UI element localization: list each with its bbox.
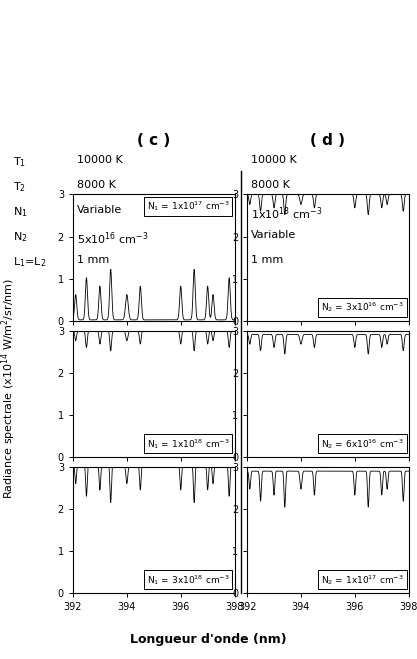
Text: N$_1$: N$_1$ [13, 205, 27, 219]
Text: 1 mm: 1 mm [77, 255, 109, 265]
Text: 1x10$^{18}$ cm$^{-3}$: 1x10$^{18}$ cm$^{-3}$ [251, 205, 323, 221]
Text: 1 mm: 1 mm [251, 255, 284, 265]
Text: ( c ): ( c ) [137, 133, 171, 148]
Text: N$_2$: N$_2$ [13, 230, 27, 244]
Text: ( d ): ( d ) [310, 133, 345, 148]
Text: Variable: Variable [77, 205, 123, 215]
Text: N$_2$ = 6x10$^{16}$ cm$^{-3}$: N$_2$ = 6x10$^{16}$ cm$^{-3}$ [321, 437, 404, 451]
Text: T$_1$: T$_1$ [13, 155, 25, 169]
Text: L$_1$=L$_2$: L$_1$=L$_2$ [13, 255, 46, 269]
Text: Longueur d'onde (nm): Longueur d'onde (nm) [130, 633, 287, 646]
Text: N$_2$ = 1x10$^{17}$ cm$^{-3}$: N$_2$ = 1x10$^{17}$ cm$^{-3}$ [321, 573, 404, 587]
Text: N$_1$ = 1x10$^{18}$ cm$^{-3}$: N$_1$ = 1x10$^{18}$ cm$^{-3}$ [147, 437, 230, 451]
Text: N$_1$ = 1x10$^{17}$ cm$^{-3}$: N$_1$ = 1x10$^{17}$ cm$^{-3}$ [147, 200, 230, 214]
Text: 5x10$^{16}$ cm$^{-3}$: 5x10$^{16}$ cm$^{-3}$ [77, 230, 148, 246]
Text: N$_1$ = 3x10$^{18}$ cm$^{-3}$: N$_1$ = 3x10$^{18}$ cm$^{-3}$ [147, 573, 230, 587]
Text: 8000 K: 8000 K [251, 180, 290, 190]
Text: 10000 K: 10000 K [251, 155, 297, 165]
Text: 8000 K: 8000 K [77, 180, 116, 190]
Text: 10000 K: 10000 K [77, 155, 123, 165]
Text: N$_2$ = 3x10$^{16}$ cm$^{-3}$: N$_2$ = 3x10$^{16}$ cm$^{-3}$ [321, 301, 404, 314]
Text: T$_2$: T$_2$ [13, 180, 25, 194]
Text: Radiance spectrale (x10$^{14}$ W/m$^2$/sr/nm): Radiance spectrale (x10$^{14}$ W/m$^2$/s… [0, 278, 18, 500]
Text: Variable: Variable [251, 230, 296, 240]
